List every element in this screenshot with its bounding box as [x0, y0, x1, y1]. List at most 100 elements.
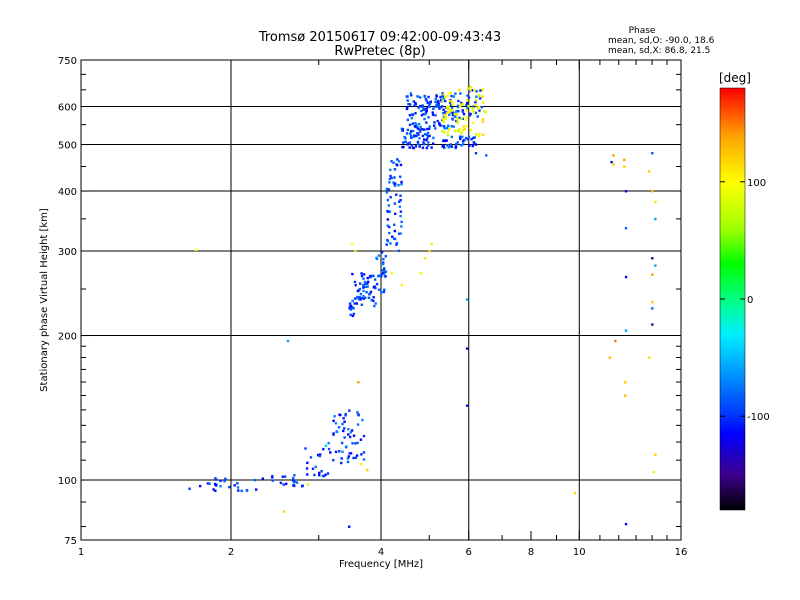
- data-point: [475, 95, 478, 98]
- data-point: [406, 143, 409, 146]
- data-point: [316, 453, 320, 457]
- data-point: [254, 488, 258, 491]
- y-tick-label: 500: [58, 141, 77, 152]
- data-point: [390, 271, 393, 275]
- data-point: [610, 160, 613, 164]
- data-point: [456, 105, 460, 109]
- data-point: [457, 109, 460, 113]
- data-point: [357, 297, 361, 301]
- data-point: [420, 105, 424, 108]
- data-point: [219, 479, 222, 483]
- data-point: [362, 277, 365, 280]
- data-point: [271, 479, 274, 482]
- data-point: [651, 273, 654, 276]
- data-point: [384, 270, 388, 273]
- x-tick-label: 6: [466, 547, 472, 558]
- data-point: [448, 128, 451, 131]
- data-point: [393, 168, 397, 171]
- data-point: [468, 114, 472, 117]
- data-point: [349, 304, 353, 308]
- data-point: [342, 429, 345, 433]
- data-point: [360, 272, 363, 275]
- data-points: [188, 85, 657, 528]
- data-point: [456, 121, 459, 124]
- data-point: [338, 413, 341, 416]
- data-point: [457, 99, 460, 103]
- data-point: [438, 107, 441, 110]
- data-point: [332, 419, 335, 423]
- data-point: [282, 483, 285, 486]
- data-point: [423, 257, 427, 260]
- data-point: [285, 482, 288, 486]
- data-point: [451, 118, 455, 121]
- data-point: [448, 99, 451, 103]
- data-point: [454, 92, 457, 95]
- data-point: [647, 356, 651, 359]
- data-point: [358, 282, 362, 285]
- data-point: [393, 182, 397, 185]
- data-point: [352, 312, 356, 316]
- data-point: [387, 204, 391, 207]
- data-point: [443, 114, 446, 117]
- data-point: [431, 142, 435, 145]
- data-point: [342, 417, 345, 420]
- data-point: [348, 302, 352, 305]
- data-point: [651, 257, 654, 260]
- data-point: [478, 97, 482, 100]
- data-point: [442, 119, 445, 123]
- data-point: [233, 484, 236, 487]
- data-point: [386, 238, 389, 242]
- data-point: [467, 135, 471, 139]
- data-point: [482, 101, 485, 104]
- data-point: [461, 110, 465, 114]
- data-point: [362, 273, 366, 276]
- data-point: [366, 468, 369, 472]
- data-point: [425, 106, 429, 110]
- data-point: [416, 140, 420, 144]
- data-point: [476, 115, 479, 118]
- data-point: [409, 92, 413, 95]
- data-point: [359, 292, 363, 296]
- data-point: [465, 404, 469, 407]
- y-tick-label: 750: [58, 56, 77, 67]
- data-point: [414, 101, 417, 105]
- data-point: [444, 115, 448, 118]
- data-point: [437, 99, 440, 103]
- data-point: [448, 101, 452, 104]
- data-point: [347, 455, 351, 458]
- data-point: [406, 118, 410, 122]
- data-point: [332, 432, 335, 435]
- data-point: [412, 146, 415, 150]
- data-point: [389, 174, 392, 178]
- data-point: [467, 96, 471, 99]
- data-point: [362, 286, 365, 289]
- data-point: [386, 218, 390, 221]
- data-point: [420, 109, 423, 113]
- data-point: [446, 105, 449, 109]
- data-point: [399, 175, 402, 178]
- data-point: [338, 450, 341, 453]
- data-point: [375, 256, 378, 260]
- data-point: [409, 134, 413, 138]
- data-point: [466, 138, 470, 141]
- data-point: [445, 144, 449, 147]
- data-point: [348, 435, 352, 439]
- data-point: [365, 291, 368, 294]
- data-point: [460, 117, 463, 120]
- data-point: [474, 111, 478, 115]
- x-tick-label: 2: [228, 547, 234, 558]
- data-point: [212, 488, 215, 491]
- data-point: [442, 111, 445, 115]
- data-point: [470, 138, 473, 141]
- data-point: [370, 298, 373, 302]
- data-point: [208, 482, 211, 485]
- data-point: [483, 110, 486, 113]
- data-point: [439, 95, 442, 99]
- data-point: [439, 124, 443, 127]
- data-point: [271, 474, 274, 478]
- data-point: [450, 106, 454, 110]
- data-point: [397, 232, 401, 235]
- data-point: [449, 91, 453, 94]
- data-point: [400, 180, 403, 184]
- data-point: [364, 285, 367, 288]
